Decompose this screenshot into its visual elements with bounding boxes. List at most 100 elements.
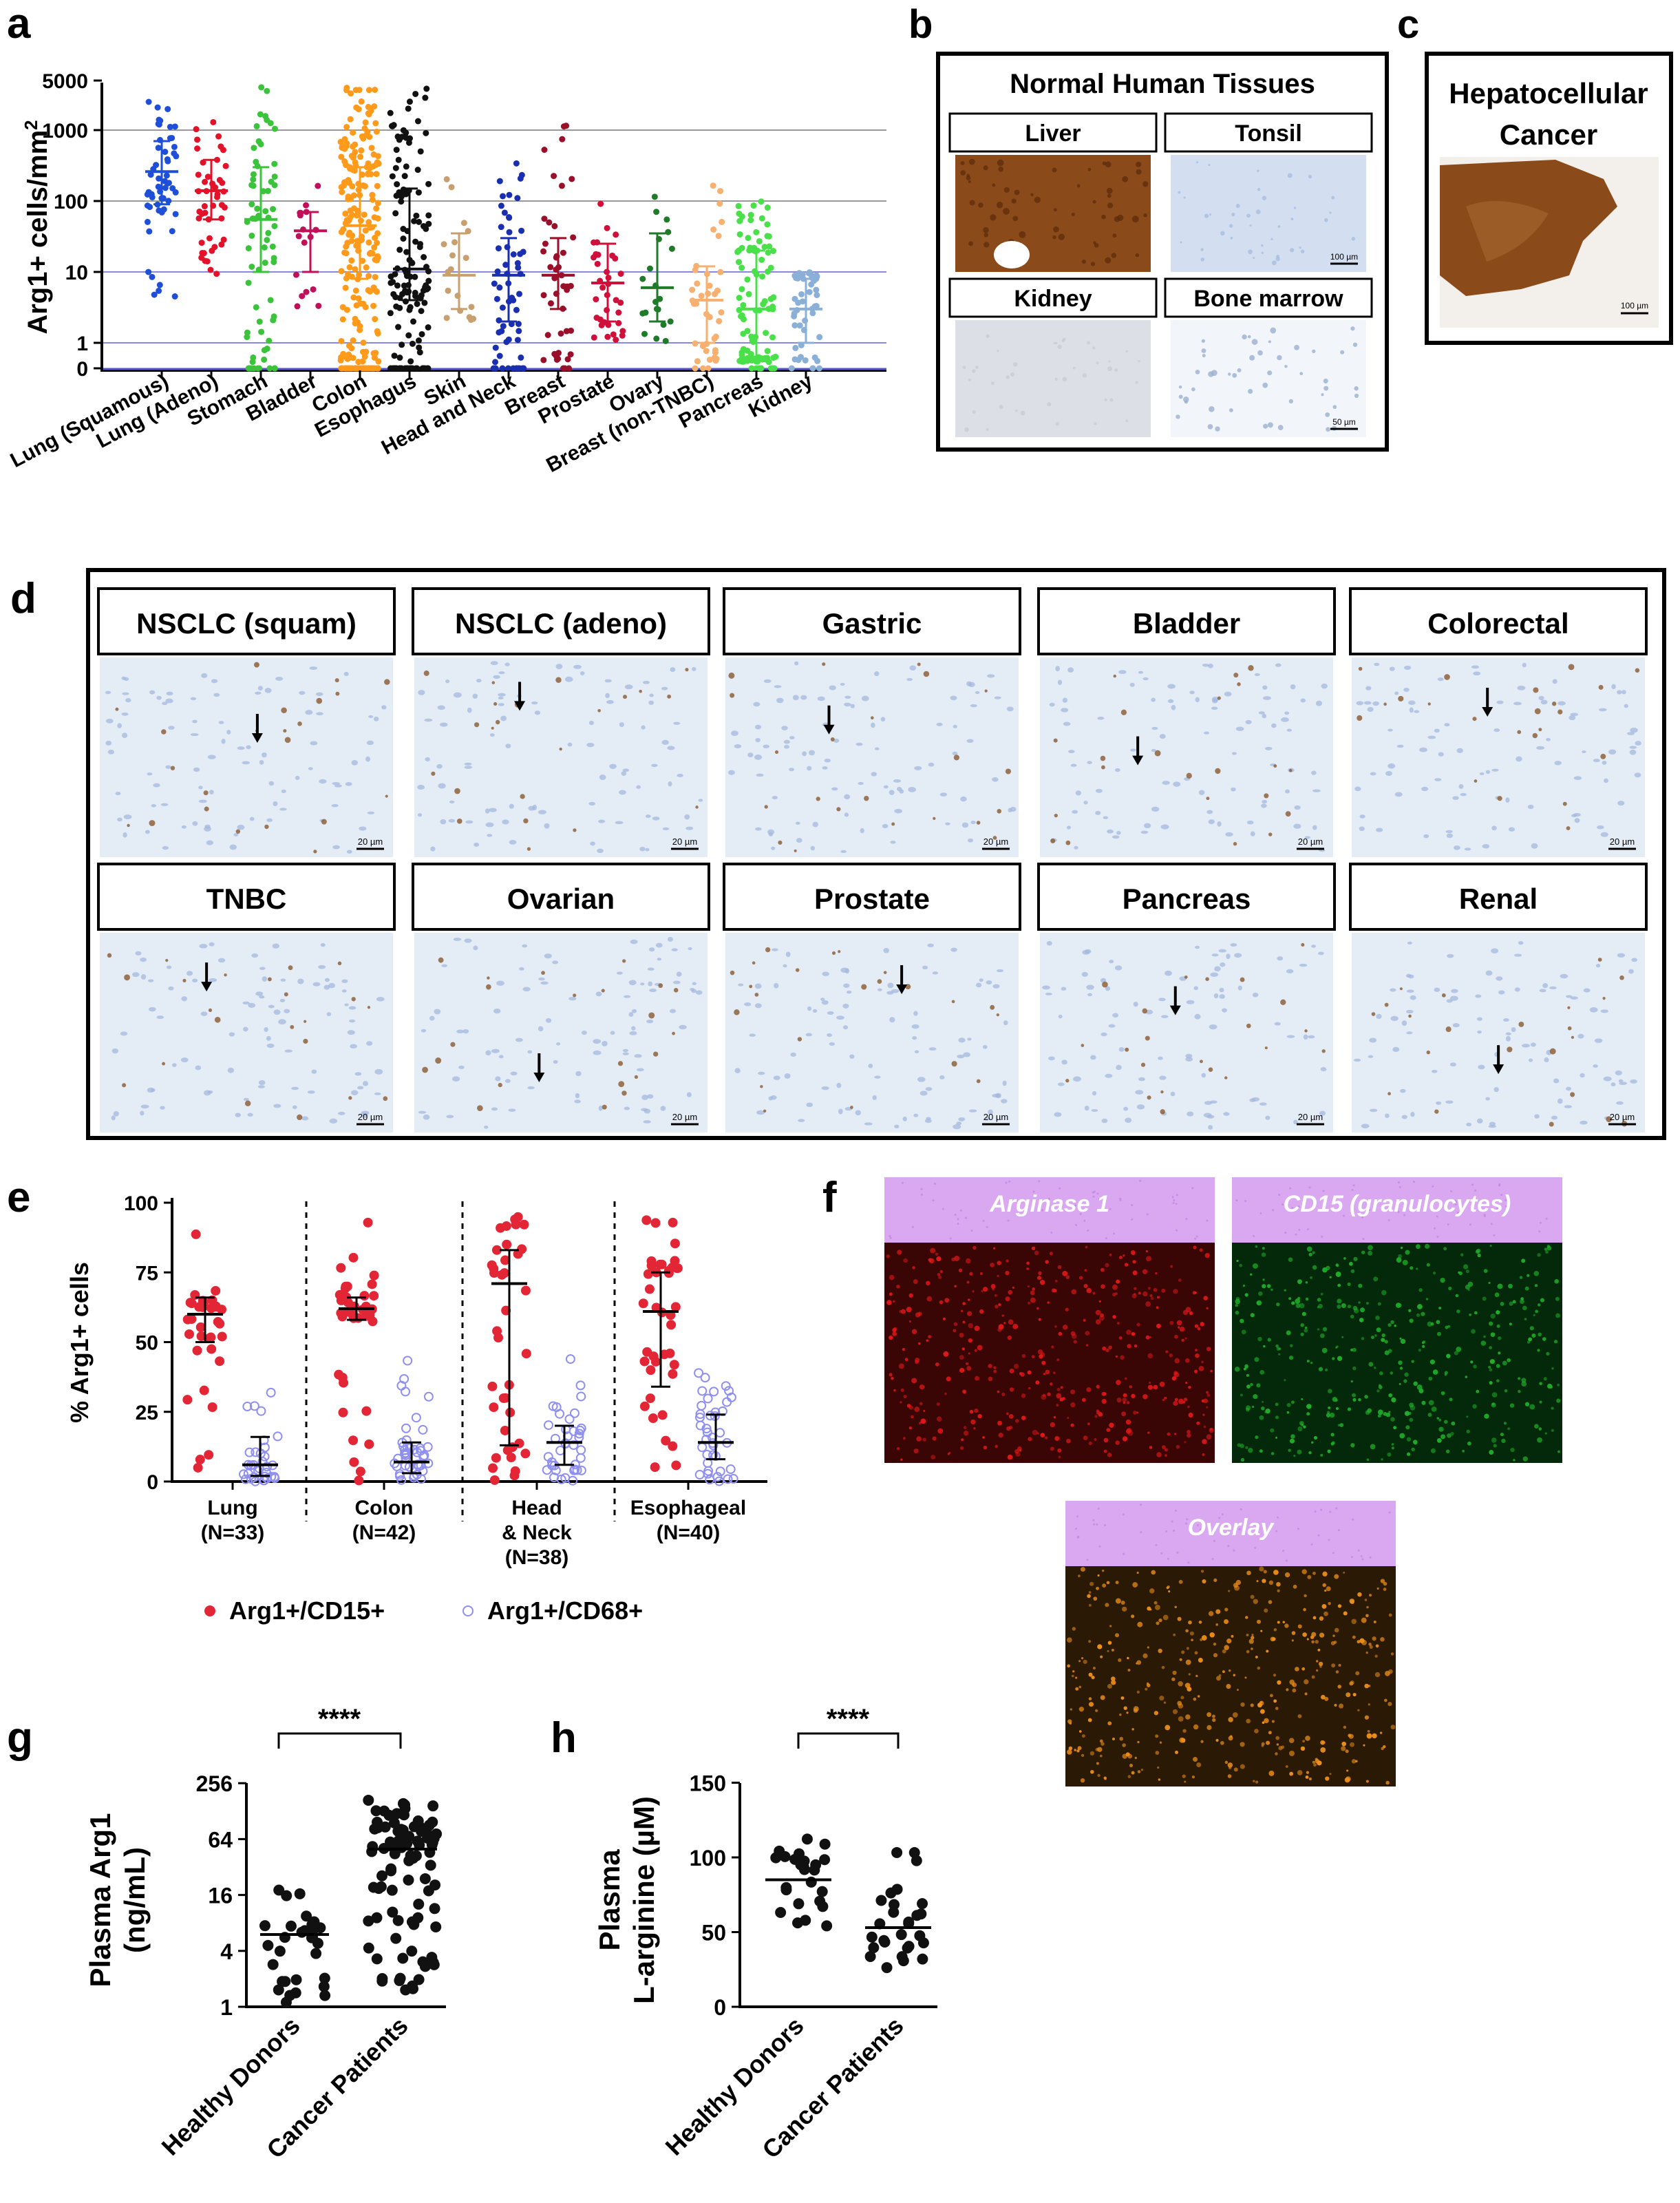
panel-a-point bbox=[761, 298, 768, 305]
panel-a-point bbox=[169, 185, 176, 191]
panel-e-point bbox=[555, 1446, 566, 1456]
panel-a-point bbox=[416, 344, 423, 351]
panel-a-point bbox=[500, 193, 507, 200]
panel-e-point bbox=[714, 1476, 725, 1486]
panel-a-point bbox=[267, 120, 274, 127]
panel-a-point bbox=[389, 123, 396, 129]
panel-a-point bbox=[443, 315, 450, 322]
panel-a-point bbox=[264, 87, 270, 94]
panel-g-point bbox=[379, 1821, 391, 1833]
panel-d-tile: NSCLC (adeno) 20 µm bbox=[412, 587, 710, 857]
panel-a-point bbox=[806, 288, 813, 295]
panel-g-point bbox=[319, 1972, 330, 1984]
panel-e-point bbox=[728, 1474, 738, 1484]
panel-a-point bbox=[352, 287, 359, 294]
panel-e-point bbox=[185, 1298, 195, 1308]
panel-a-point bbox=[218, 241, 225, 248]
panel-h-point bbox=[819, 1838, 831, 1850]
panel-a-point bbox=[748, 365, 755, 372]
panel-e-point bbox=[412, 1447, 423, 1457]
panel-a-point bbox=[256, 318, 263, 325]
panel-e-point bbox=[349, 1457, 359, 1467]
panel-a-point bbox=[417, 240, 424, 247]
panel-d-scale-label: 20 µm bbox=[1298, 836, 1323, 847]
panel-a-point bbox=[362, 227, 369, 234]
panel-a-point bbox=[164, 105, 171, 112]
panel-a-point bbox=[271, 365, 278, 372]
panel-d-tile-label-box bbox=[412, 587, 710, 655]
panel-a-point bbox=[341, 353, 348, 360]
panel-a-group bbox=[540, 123, 577, 372]
panel-d-tile: Renal 20 µm bbox=[1349, 863, 1648, 1132]
panel-d-arrow-head bbox=[514, 701, 526, 711]
panel-a-point bbox=[505, 336, 512, 343]
panel-b-liver-vessel bbox=[994, 241, 1030, 268]
panel-a-point bbox=[343, 250, 350, 257]
panel-e-point bbox=[509, 1471, 520, 1481]
panel-e-point bbox=[182, 1314, 193, 1325]
panel-a-point bbox=[373, 161, 380, 168]
panel-a-point bbox=[258, 84, 265, 91]
panel-a-point bbox=[412, 90, 419, 97]
panel-e-legend-label: Arg1+/CD68+ bbox=[487, 1596, 643, 1625]
panel-a-point bbox=[373, 288, 380, 295]
panel-a-point bbox=[245, 280, 252, 286]
panel-a-point bbox=[299, 293, 306, 299]
panel-a-point bbox=[515, 328, 522, 335]
panel-a-point bbox=[374, 240, 381, 246]
panel-a-point bbox=[816, 365, 823, 372]
panel-d-tile-label: Ovarian bbox=[507, 883, 615, 915]
panel-b-micrograph bbox=[955, 320, 1151, 437]
panel-h-point bbox=[891, 1884, 903, 1895]
panel-a-ylabel: Arg1+ cells/mm bbox=[23, 130, 53, 335]
panel-f-label-bar bbox=[1232, 1177, 1562, 1243]
panel-h-point bbox=[868, 1942, 880, 1954]
panel-a-point bbox=[147, 171, 154, 178]
panel-e-ytick-label: 75 bbox=[136, 1262, 158, 1285]
panel-a-point bbox=[546, 219, 553, 226]
panel-a-point bbox=[694, 280, 701, 287]
panel-e-point bbox=[343, 1298, 353, 1308]
panel-a-point bbox=[499, 304, 506, 311]
panel-a-point bbox=[369, 191, 376, 198]
panel-g-point bbox=[371, 1953, 383, 1965]
panel-a-point bbox=[422, 284, 429, 291]
panel-a-point bbox=[615, 309, 622, 316]
panel-e-point bbox=[206, 1344, 217, 1354]
panel-a-point bbox=[791, 313, 798, 319]
panel-a-point bbox=[345, 342, 352, 349]
panel-a-point bbox=[551, 222, 558, 229]
panel-e-group bbox=[182, 1229, 227, 1473]
panel-d-arrow-head bbox=[1482, 706, 1493, 717]
panel-a-point bbox=[350, 355, 357, 361]
panel-g-point bbox=[430, 1921, 442, 1932]
panel-e-point bbox=[548, 1401, 558, 1411]
panel-e-point bbox=[668, 1369, 678, 1379]
panel-a-point bbox=[367, 288, 374, 295]
panel-a-point bbox=[352, 266, 359, 273]
panel-d-micrograph bbox=[725, 933, 1019, 1132]
panel-a-point bbox=[295, 233, 302, 240]
panel-a-point bbox=[411, 218, 418, 224]
panel-a-point bbox=[400, 226, 407, 233]
panel-a-group bbox=[144, 98, 180, 300]
panel-e-ytick-label: 100 bbox=[124, 1192, 158, 1215]
panel-e-point bbox=[338, 1407, 348, 1417]
panel-a-point bbox=[399, 291, 406, 297]
panel-h-point bbox=[817, 1901, 829, 1912]
panel-a-point bbox=[216, 177, 223, 184]
panel-a-point bbox=[747, 244, 754, 251]
panel-a-point bbox=[352, 320, 359, 327]
panel-a-point bbox=[220, 236, 227, 243]
panel-a-point bbox=[202, 257, 209, 264]
panel-g-point bbox=[281, 1890, 293, 1901]
panel-a-point bbox=[738, 213, 745, 220]
panel-e-point bbox=[488, 1463, 498, 1473]
panel-a-point bbox=[750, 339, 757, 346]
panel-a-point bbox=[593, 296, 599, 303]
panel-a-point bbox=[254, 162, 261, 169]
panel-e-point bbox=[560, 1473, 571, 1483]
panel-f-label: Arginase 1 bbox=[989, 1191, 1109, 1217]
panel-e-point bbox=[697, 1400, 707, 1411]
panel-h-point bbox=[793, 1898, 805, 1910]
